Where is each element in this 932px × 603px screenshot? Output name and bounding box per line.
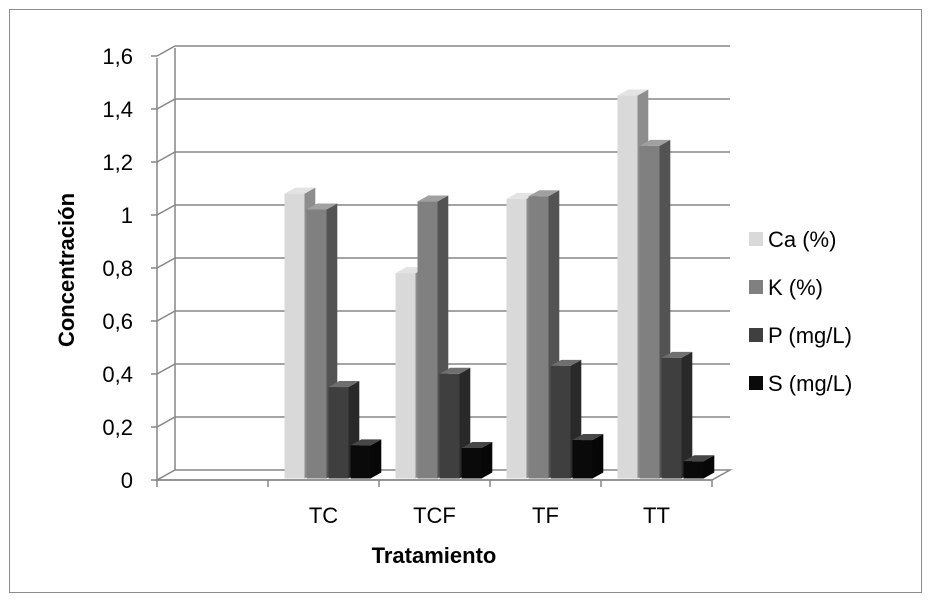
bar-side	[370, 439, 382, 479]
x-tick-label: TF	[532, 503, 559, 528]
bar-front	[683, 461, 704, 479]
bar-front	[572, 440, 593, 479]
bar-front	[439, 373, 460, 479]
legend-item: K (%)	[749, 275, 823, 300]
bar-side	[681, 351, 693, 479]
y-axis-title: Concentración	[54, 193, 79, 347]
gridline-diagonal	[156, 257, 176, 269]
bar-top	[639, 139, 671, 146]
bar	[572, 434, 604, 479]
bar-front	[506, 198, 527, 479]
bar-top	[306, 203, 338, 210]
gridline-diagonal	[156, 151, 176, 163]
bar-top	[417, 195, 449, 202]
gridline-diagonal	[156, 310, 176, 322]
bar-top	[439, 367, 471, 374]
bar-top	[550, 359, 582, 366]
bar-front	[328, 387, 349, 479]
y-tick-label: 0	[121, 468, 133, 493]
bars	[284, 89, 715, 479]
bar-top	[617, 89, 649, 96]
bar-side	[592, 434, 604, 479]
bar-front	[350, 445, 371, 479]
legend-item: Ca (%)	[749, 227, 836, 252]
x-axis-title: Tratamiento	[372, 543, 497, 568]
legend: Ca (%) K (%) P (mg/L) S (mg/L)	[749, 227, 852, 396]
legend-label: S (mg/L)	[768, 371, 852, 396]
bar-front	[306, 209, 327, 479]
y-tick-label: 1	[121, 203, 133, 228]
y-tick-label: 0,2	[102, 415, 133, 440]
x-tick-labels: TC TCF TF TT	[309, 503, 670, 528]
bar-front	[528, 196, 549, 479]
legend-swatch	[749, 280, 763, 294]
bar-top	[350, 439, 382, 446]
bar	[350, 439, 382, 479]
legend-label: Ca (%)	[768, 227, 836, 252]
legend-label: K (%)	[768, 275, 823, 300]
bar-front	[639, 145, 660, 479]
y-tick-label: 1,2	[102, 150, 133, 175]
bar-top	[284, 187, 316, 194]
bar-top	[328, 381, 360, 388]
bar-front	[395, 273, 416, 479]
bar-front	[617, 95, 638, 479]
bar-top	[528, 190, 560, 197]
gridline-diagonal	[156, 98, 176, 110]
gridline-diagonal	[156, 416, 176, 428]
bar-top	[661, 351, 693, 358]
legend-label: P (mg/L)	[768, 323, 852, 348]
bar-top	[506, 192, 538, 199]
gridline-diagonal	[156, 204, 176, 216]
y-tick-label: 0,6	[102, 309, 133, 334]
gridline-diagonal	[156, 45, 176, 57]
x-tick-label: TT	[643, 503, 670, 528]
legend-swatch	[749, 376, 763, 390]
legend-item: P (mg/L)	[749, 323, 852, 348]
bar-top	[461, 442, 493, 448]
bar-front	[550, 365, 571, 479]
legend-item: S (mg/L)	[749, 371, 852, 396]
y-tick-label: 1,4	[102, 97, 133, 122]
bar	[683, 455, 715, 479]
y-tick-labels: 0 0,2 0,4 0,6 0,8 1 1,2 1,4 1,6	[102, 44, 133, 493]
bar-front	[661, 357, 682, 479]
axes	[151, 55, 713, 487]
legend-swatch	[749, 232, 763, 246]
bar-top	[683, 455, 715, 462]
x-tick-label: TC	[309, 503, 338, 528]
bar	[461, 442, 493, 479]
y-tick-label: 0,8	[102, 256, 133, 281]
bar-front	[417, 201, 438, 479]
bar-front	[461, 448, 482, 479]
bar-front	[284, 193, 305, 479]
y-tick-label: 1,6	[102, 44, 133, 69]
bar	[661, 351, 693, 479]
bar-side	[481, 442, 493, 479]
legend-swatch	[749, 328, 763, 342]
bar-side	[703, 455, 715, 479]
x-tick-label: TCF	[413, 503, 456, 528]
gridline-diagonal	[156, 363, 176, 375]
bar-top	[572, 434, 604, 441]
y-tick-label: 0,4	[102, 362, 133, 387]
